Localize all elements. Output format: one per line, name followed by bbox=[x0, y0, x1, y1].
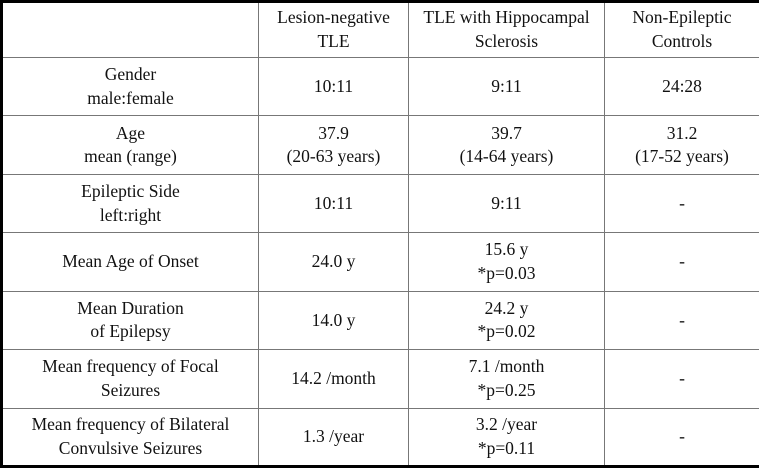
table-cell: 31.2 (17-52 years) bbox=[604, 115, 759, 175]
table-cell: - bbox=[604, 232, 759, 292]
table-cell: - bbox=[604, 173, 759, 234]
header-cell-lesion-negative-tle: Lesion-negative TLE bbox=[258, 1, 409, 58]
row-label: Mean frequency of Focal Seizures bbox=[1, 349, 259, 409]
table-cell: 39.7 (14-64 years) bbox=[408, 115, 605, 175]
table-cell: - bbox=[604, 407, 759, 468]
table-cell: 1.3 /year bbox=[258, 407, 409, 468]
table-cell: 14.2 /month bbox=[258, 349, 409, 409]
table-row-age: Age mean (range) 37.9 (20-63 years) 39.7… bbox=[1, 115, 759, 175]
table-cell: 24:28 bbox=[604, 56, 759, 117]
table-cell: 3.2 /year *p=0.11 bbox=[408, 407, 605, 468]
table-cell: 10:11 bbox=[258, 56, 409, 117]
table-cell: 9:11 bbox=[408, 56, 605, 117]
row-label: Epileptic Side left:right bbox=[1, 173, 259, 234]
table-header-row: Lesion-negative TLE TLE with Hippocampal… bbox=[1, 1, 759, 58]
table-cell: 7.1 /month *p=0.25 bbox=[408, 349, 605, 409]
table-cell: 37.9 (20-63 years) bbox=[258, 115, 409, 175]
row-label: Mean Duration of Epilepsy bbox=[1, 290, 259, 351]
table-cell: 24.0 y bbox=[258, 232, 409, 292]
table-cell: - bbox=[604, 349, 759, 409]
table-row-gender: Gender male:female 10:11 9:11 24:28 bbox=[1, 56, 759, 117]
table-row-mean-age-of-onset: Mean Age of Onset 24.0 y 15.6 y *p=0.03 … bbox=[1, 232, 759, 292]
table-row-mean-duration-of-epilepsy: Mean Duration of Epilepsy 14.0 y 24.2 y … bbox=[1, 290, 759, 351]
table-cell: 15.6 y *p=0.03 bbox=[408, 232, 605, 292]
table-cell: 9:11 bbox=[408, 173, 605, 234]
header-cell-tle-hippocampal-sclerosis: TLE with Hippocampal Sclerosis bbox=[408, 1, 605, 58]
row-label: Mean Age of Onset bbox=[1, 232, 259, 292]
row-label: Age mean (range) bbox=[1, 115, 259, 175]
table-cell: 14.0 y bbox=[258, 290, 409, 351]
row-label: Mean frequency of Bilateral Convulsive S… bbox=[1, 407, 259, 468]
table-row-mean-frequency-focal-seizures: Mean frequency of Focal Seizures 14.2 /m… bbox=[1, 349, 759, 409]
table-cell: 10:11 bbox=[258, 173, 409, 234]
table-row-epileptic-side: Epileptic Side left:right 10:11 9:11 - bbox=[1, 173, 759, 234]
table-cell: 24.2 y *p=0.02 bbox=[408, 290, 605, 351]
table-cell: - bbox=[604, 290, 759, 351]
table-row-mean-frequency-bilateral-convulsive-seizures: Mean frequency of Bilateral Convulsive S… bbox=[1, 407, 759, 468]
header-cell-empty bbox=[1, 1, 259, 58]
row-label: Gender male:female bbox=[1, 56, 259, 117]
header-cell-non-epileptic-controls: Non-Epileptic Controls bbox=[604, 1, 759, 58]
